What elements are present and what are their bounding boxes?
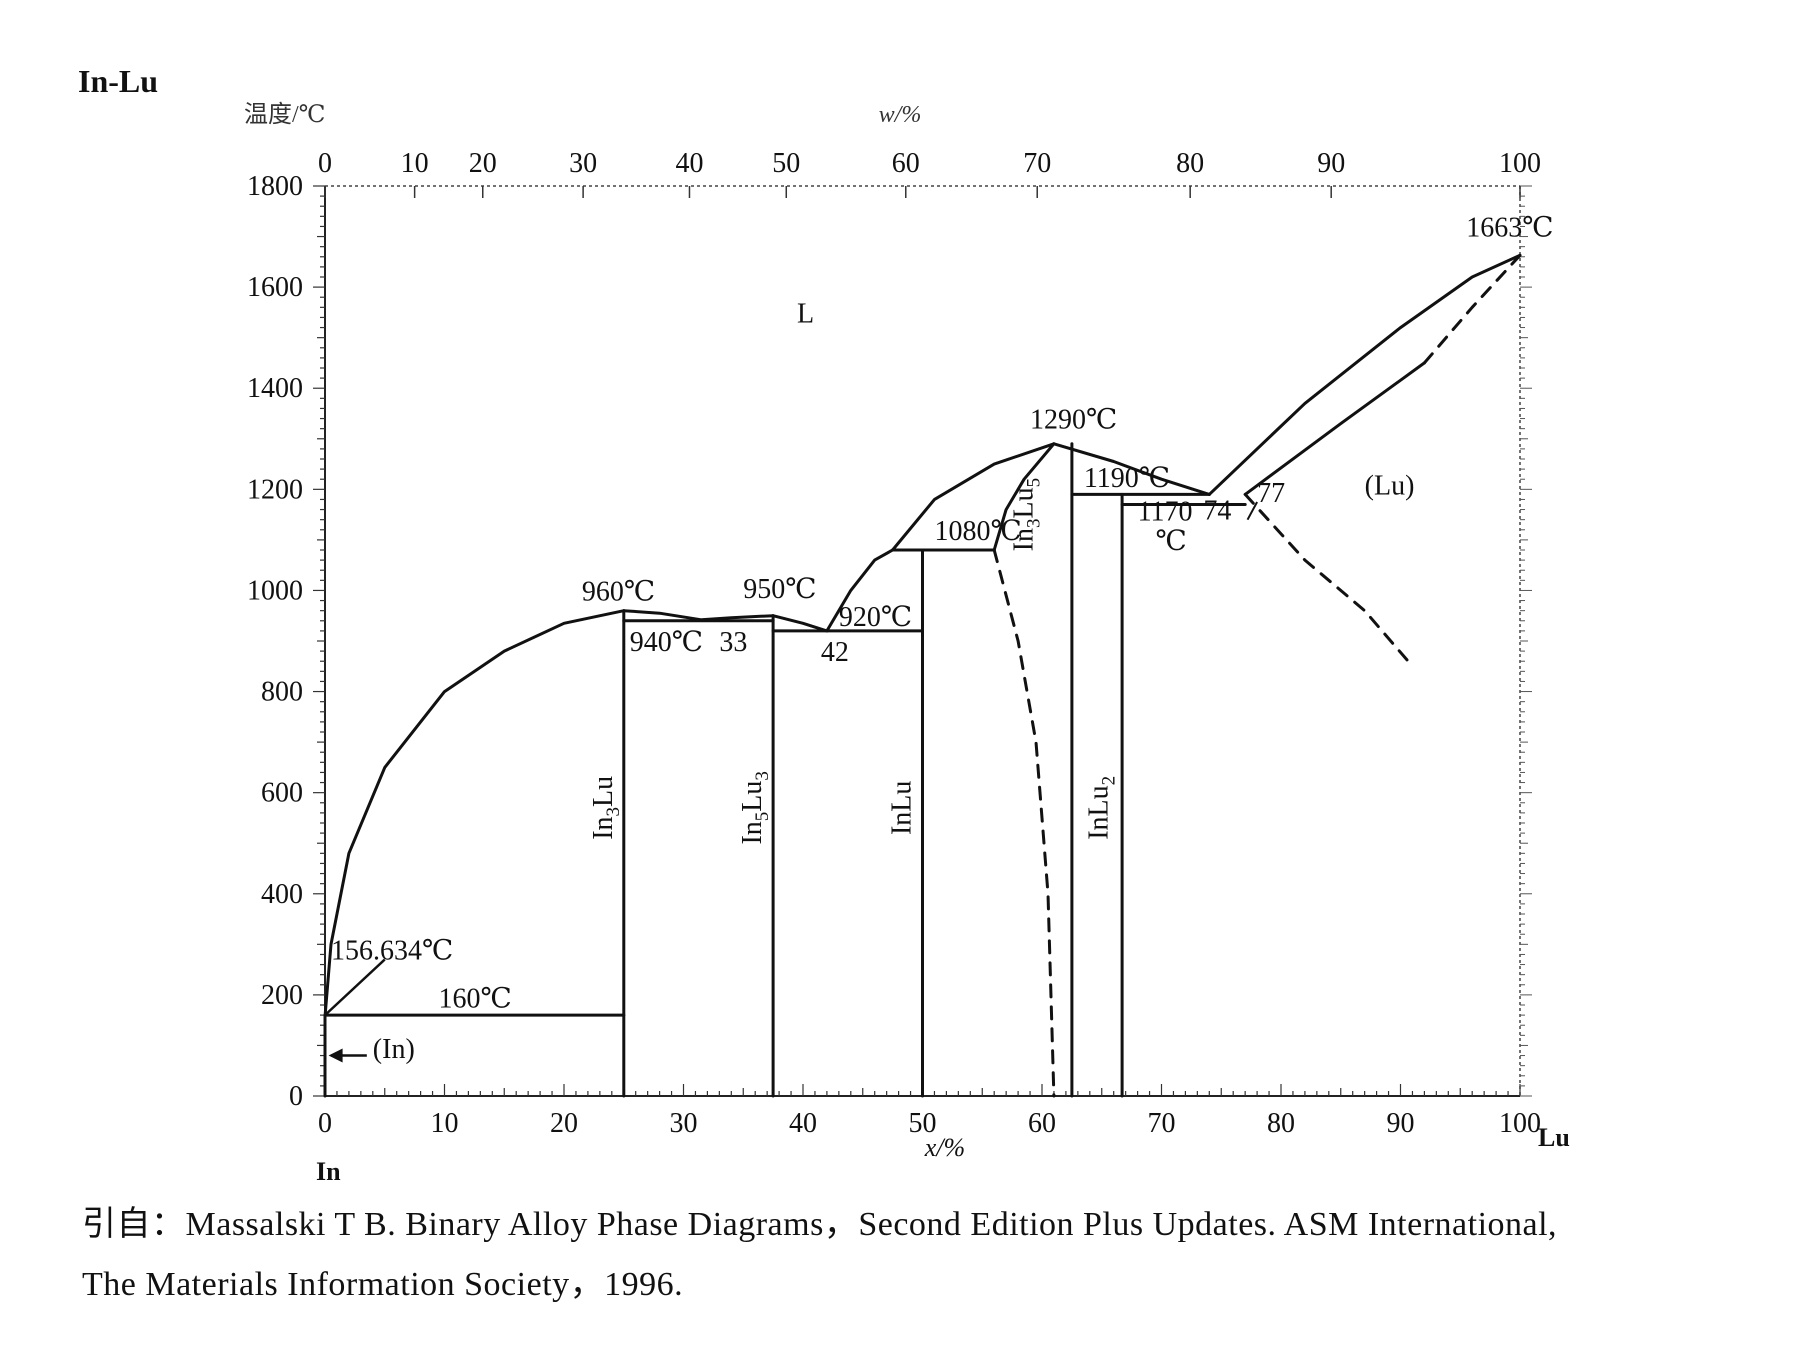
x2-tick-label: 40	[675, 148, 703, 179]
x-tick-label: 100	[1499, 1108, 1541, 1139]
phase-boundary-line	[992, 442, 1056, 552]
compound-label: In3Lu5	[1008, 478, 1044, 551]
compound-subscript: 3	[603, 807, 624, 817]
x2-tick-label: 10	[401, 148, 429, 179]
compound-text: In	[1008, 528, 1039, 551]
y-tick-label: 1800	[247, 171, 303, 202]
compound-label: In5Lu3	[737, 771, 773, 844]
x2-tick-label: 20	[469, 148, 497, 179]
compound-text: Lu	[588, 776, 619, 807]
compound-text: InLu	[1084, 785, 1115, 839]
y-tick-label: 600	[261, 778, 303, 809]
phase-boundary-line	[825, 548, 895, 633]
y-tick-label: 0	[289, 1081, 303, 1112]
x-axis-title: x/%	[924, 1133, 965, 1162]
x-tick-label: 20	[550, 1108, 578, 1139]
arrow-in-head	[328, 1048, 343, 1063]
annotation-label: 74	[1203, 496, 1231, 527]
phase-boundary-line	[1243, 361, 1426, 496]
compound-label: InLu2	[1084, 776, 1120, 840]
system-label: In-Lu	[78, 63, 158, 99]
compound-subscript: 3	[752, 771, 773, 781]
x2-tick-label: 30	[569, 148, 597, 179]
x2-tick-label: 70	[1023, 148, 1051, 179]
leader-line-77	[1246, 501, 1258, 521]
annotation-label: 960℃	[582, 577, 655, 608]
x-tick-label: 60	[1028, 1108, 1056, 1139]
metastable-boundary-line	[992, 548, 1056, 1098]
y-tick-label: 800	[261, 677, 303, 708]
x-tick-label: 90	[1387, 1108, 1415, 1139]
x-tick-label: 70	[1148, 1108, 1176, 1139]
x2-tick-label: 0	[318, 148, 332, 179]
compound-subscript: 5	[752, 812, 773, 822]
x2-tick-label: 80	[1176, 148, 1204, 179]
annotation-label: 950℃	[743, 574, 816, 605]
phase-label: L	[797, 299, 814, 330]
annotation-label: 42	[821, 637, 849, 668]
phase-label: (In)	[373, 1034, 415, 1065]
compound-text: Lu	[737, 781, 768, 812]
x-tick-label: 0	[318, 1108, 332, 1139]
compound-text: In	[737, 821, 768, 844]
citation-line-2: The Materials Information Society，1996.	[82, 1266, 684, 1303]
y-tick-label: 1600	[247, 272, 303, 303]
metastable-boundary-line	[1243, 492, 1414, 668]
x-tick-label: 50	[909, 1108, 937, 1139]
annotation-label: 1663℃	[1466, 213, 1553, 244]
x2-tick-label: 90	[1317, 148, 1345, 179]
annotation-label: 940℃	[630, 627, 703, 658]
annotation-label: ℃	[1156, 526, 1187, 557]
phase-boundary-line	[323, 609, 626, 1019]
y-tick-label: 1200	[247, 474, 303, 505]
compound-text: InLu	[887, 781, 918, 835]
compound-label: InLu	[887, 781, 918, 835]
compound-subscript: 5	[1023, 478, 1044, 488]
annotation-label: 920℃	[839, 602, 912, 633]
compound-subscript: 2	[1099, 776, 1120, 786]
x-tick-label: 40	[789, 1108, 817, 1139]
compound-subscript: 3	[1023, 519, 1044, 529]
annotation-label: 156.634℃	[331, 936, 453, 967]
metastable-boundary-line	[1422, 253, 1522, 365]
annotation-label: 1190℃	[1084, 463, 1170, 494]
y-tick-label: 1400	[247, 373, 303, 404]
y-tick-label: 1000	[247, 575, 303, 606]
annotation-label: 33	[719, 627, 747, 658]
phase-boundary-line	[891, 442, 1056, 552]
citation-line-1: 引自：Massalski T B. Binary Alloy Phase Dia…	[82, 1206, 1558, 1243]
x-tick-label: 80	[1267, 1108, 1295, 1139]
x-tick-label: 30	[670, 1108, 698, 1139]
phase-boundary-line	[1207, 253, 1522, 496]
annotation-label: 1290℃	[1030, 405, 1117, 436]
annotation-label: 1080℃	[934, 516, 1021, 547]
compound-text: Lu	[1008, 487, 1039, 518]
x2-tick-label: 50	[772, 148, 800, 179]
compound-text: In	[588, 816, 619, 839]
y-axis-title: 温度/℃	[244, 101, 326, 128]
compound-label: In3Lu	[588, 776, 624, 840]
phase-label: (Lu)	[1365, 470, 1415, 501]
annotation-label: 1170	[1138, 497, 1193, 528]
x2-tick-label: 100	[1499, 148, 1541, 179]
y-tick-label: 400	[261, 879, 303, 910]
phase-boundary-line	[622, 609, 775, 622]
annotation-label: 160℃	[439, 984, 512, 1015]
phase-boundary-line	[1052, 442, 1211, 496]
leader-line-156	[324, 958, 386, 1017]
phase-boundary-line	[771, 614, 829, 633]
top-axis-title: w/%	[879, 102, 922, 128]
x-tick-label: 10	[431, 1108, 459, 1139]
y-tick-label: 200	[261, 980, 303, 1011]
right-element-label: Lu	[1538, 1123, 1570, 1152]
left-element-label: In	[316, 1157, 341, 1186]
annotation-label: 77	[1257, 478, 1285, 509]
x2-tick-label: 60	[892, 148, 920, 179]
